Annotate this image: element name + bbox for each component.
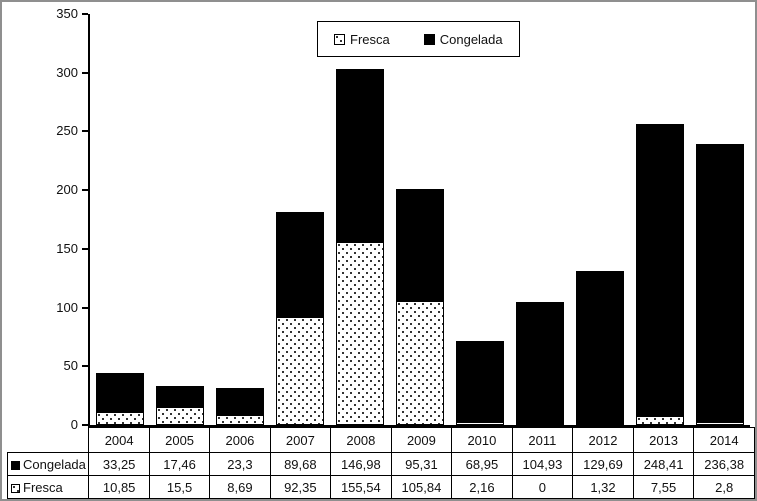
congelada-key-icon [11, 460, 20, 470]
value-cell: 7,55 [632, 475, 695, 499]
year-cell-2011: 2011 [511, 427, 574, 453]
y-axis-label: 300 [56, 65, 78, 80]
fresca-swatch-icon [334, 33, 345, 45]
bar-segment-fresca-2005 [156, 407, 204, 425]
value-cell: 17,46 [148, 452, 211, 476]
year-cell-2008: 2008 [330, 427, 392, 453]
year-cell-2009: 2009 [390, 427, 453, 453]
value-cell: 95,31 [390, 452, 453, 476]
bar-segment-congelada-2010 [456, 341, 504, 422]
value-cell: 2,8 [693, 475, 755, 499]
bar-segment-congelada-2013 [636, 124, 684, 416]
bar-segment-fresca-2014 [696, 422, 744, 425]
bar-segment-congelada-2014 [696, 144, 744, 422]
legend-item-fresca: Fresca [334, 32, 390, 47]
data-table: 2004 2005 2006 2007 2008 2009 2010 2011 2012 2013… [6, 427, 755, 499]
row-label-cell: Fresca [6, 475, 90, 499]
y-axis-label: 0 [70, 417, 78, 432]
row-label-cell: Congelada [6, 452, 90, 476]
value-cell: 248,41 [632, 452, 695, 476]
value-cell: 0 [511, 475, 574, 499]
bar-segment-congelada-2011 [516, 302, 564, 425]
row-label-text: Fresca [23, 479, 63, 495]
year-cell-2007: 2007 [269, 427, 332, 453]
table-corner-cell [8, 428, 89, 453]
y-axis-label: 350 [56, 6, 78, 21]
y-axis-label: 200 [56, 182, 78, 197]
fresca-key-icon [11, 483, 20, 493]
y-axis-tick [82, 130, 88, 132]
y-axis-label: 100 [56, 300, 78, 315]
value-cell: 146,98 [330, 452, 392, 476]
bar-segment-congelada-2006 [216, 388, 264, 415]
value-cell: 23,3 [209, 452, 271, 476]
y-axis-tick [82, 72, 88, 74]
bar-segment-fresca-2007 [276, 317, 324, 425]
value-cell: 155,54 [330, 475, 392, 499]
y-axis-tick [82, 365, 88, 367]
legend-label-fresca: Fresca [350, 31, 390, 47]
congelada-swatch-icon [423, 33, 435, 45]
bar-segment-fresca-2004 [96, 412, 144, 425]
y-axis-tick [82, 189, 88, 191]
y-axis-label: 50 [63, 358, 78, 373]
bar-segment-fresca-2008 [336, 242, 384, 425]
legend-label-congelada: Congelada [439, 31, 503, 47]
value-cell: 68,95 [451, 452, 513, 476]
value-cell: 33,25 [88, 452, 150, 476]
legend-item-congelada: Congelada [423, 31, 503, 47]
year-cell-2014: 2014 [693, 427, 755, 453]
year-cell-2004: 2004 [88, 427, 150, 453]
bar-segment-fresca-2006 [216, 415, 264, 425]
row-label-text: Congelada [23, 456, 86, 472]
bar-segment-congelada-2005 [156, 386, 204, 407]
year-cell-2006: 2006 [209, 427, 271, 453]
year-cell-2012: 2012 [572, 427, 634, 453]
bar-segment-congelada-2009 [396, 189, 444, 301]
value-cell: 15,5 [148, 475, 211, 499]
bar-segment-fresca-2012 [576, 423, 624, 425]
bar-segment-congelada-2008 [336, 69, 384, 242]
table-row-congelada: Congelada 33,25 17,46 23,3 89,68 146,98 95,31 6… [6, 452, 755, 476]
bar-segment-congelada-2004 [96, 373, 144, 412]
value-cell: 104,93 [511, 452, 574, 476]
y-axis-tick [82, 307, 88, 309]
value-cell: 8,69 [209, 475, 271, 499]
bar-segment-congelada-2012 [576, 271, 624, 423]
y-axis-tick [82, 248, 88, 250]
bar-segment-fresca-2010 [456, 422, 504, 425]
y-axis-tick [82, 13, 88, 15]
value-cell: 92,35 [269, 475, 332, 499]
bar-segment-fresca-2009 [396, 301, 444, 425]
value-cell: 236,38 [693, 452, 755, 476]
value-cell: 89,68 [269, 452, 332, 476]
value-cell: 129,69 [572, 452, 634, 476]
bar-segment-fresca-2013 [636, 416, 684, 425]
plot-area [82, 13, 750, 427]
y-axis-tick [82, 424, 88, 426]
value-cell: 10,85 [88, 475, 150, 499]
year-cell-2010: 2010 [451, 427, 513, 453]
y-axis-label: 250 [56, 123, 78, 138]
legend: Fresca Congelada [317, 21, 520, 57]
table-row-fresca: Fresca 10,85 15,5 8,69 92,35 155,54 105,84 2,16… [6, 475, 755, 499]
value-cell: 105,84 [390, 475, 453, 499]
year-cell-2005: 2005 [148, 427, 211, 453]
value-cell: 2,16 [451, 475, 513, 499]
year-cell-2013: 2013 [632, 427, 695, 453]
bar-segment-congelada-2007 [276, 212, 324, 317]
value-cell: 1,32 [572, 475, 634, 499]
y-axis-label: 150 [56, 241, 78, 256]
